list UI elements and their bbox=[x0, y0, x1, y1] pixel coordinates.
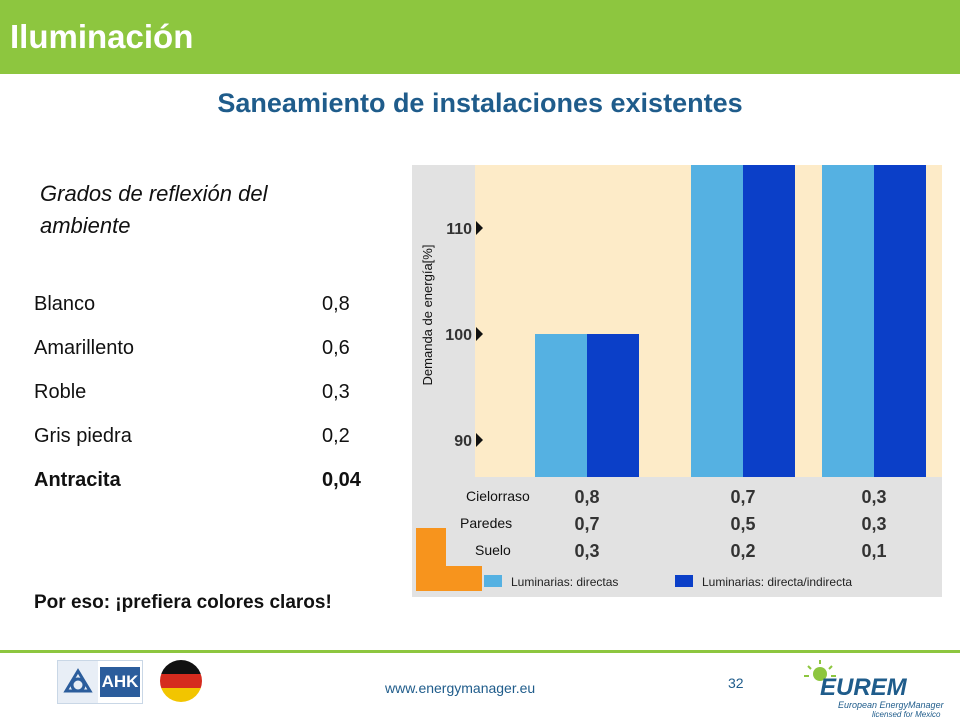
reflection-name: Antracita bbox=[34, 469, 121, 491]
header-title: Iluminación bbox=[10, 18, 194, 55]
chart-svg: 90100110120130140150Demanda de energía[%… bbox=[412, 0, 942, 597]
floor-shape bbox=[416, 528, 482, 591]
table-cell: 0,5 bbox=[730, 514, 755, 534]
footer-divider bbox=[0, 650, 960, 653]
reflection-subtitle: Grados de reflexión del ambiente bbox=[40, 181, 268, 238]
reflection-value: 0,8 bbox=[322, 293, 350, 315]
ahk-logo: AHK bbox=[57, 660, 143, 704]
energy-efficiency-germany-logo bbox=[160, 660, 202, 702]
bar bbox=[691, 132, 743, 477]
conclusion-text: Por eso: ¡prefiera colores claros! bbox=[34, 592, 332, 613]
y-tick-arrow bbox=[476, 327, 483, 341]
eurem-sun-icon bbox=[804, 660, 836, 681]
y-tick-label: 100 bbox=[445, 327, 472, 344]
y-tick-arrow bbox=[476, 433, 483, 447]
table-row-label: Suelo bbox=[475, 542, 511, 558]
reflection-value: 0,2 bbox=[322, 425, 350, 447]
reflection-value: 0,3 bbox=[322, 381, 350, 403]
legend-swatch bbox=[484, 575, 502, 587]
page-number: 32 bbox=[728, 675, 744, 691]
table-cell: 0,8 bbox=[574, 487, 599, 507]
ahk-logo-text: AHK bbox=[100, 667, 140, 697]
eurem-wordmark: EUREM bbox=[820, 674, 907, 701]
table-cell: 0,3 bbox=[861, 514, 886, 534]
y-tick-arrow bbox=[476, 221, 483, 235]
bar bbox=[743, 79, 795, 477]
header-bar: Iluminación bbox=[0, 0, 960, 74]
bar bbox=[822, 0, 874, 477]
y-tick-label: 110 bbox=[446, 221, 472, 238]
reflection-name: Roble bbox=[34, 381, 87, 403]
reflection-name: Amarillento bbox=[34, 337, 135, 359]
reflection-value: 0,04 bbox=[322, 469, 361, 491]
reflection-name: Blanco bbox=[34, 293, 96, 315]
table-cell: 0,2 bbox=[730, 541, 755, 561]
slide-title: Saneamiento de instalaciones existentes bbox=[217, 88, 743, 118]
table-cell: 0,3 bbox=[861, 487, 886, 507]
reflection-name: Gris piedra bbox=[34, 425, 132, 447]
bar bbox=[535, 334, 587, 477]
legend-label: Luminarias: directas bbox=[511, 575, 618, 589]
footer-url: www.energymanager.eu bbox=[385, 680, 536, 696]
table-cell: 0,7 bbox=[730, 487, 755, 507]
table-row-label: Paredes bbox=[460, 515, 512, 531]
table-cell: 0,1 bbox=[861, 541, 886, 561]
y-axis-label: Demanda de energía[%] bbox=[420, 245, 435, 386]
eurem-license: licensed for Mexico bbox=[872, 710, 941, 719]
bar bbox=[874, 0, 926, 478]
y-tick-label: 90 bbox=[454, 433, 472, 450]
legend-swatch bbox=[675, 575, 693, 587]
table-cell: 0,3 bbox=[574, 541, 599, 561]
legend-label: Luminarias: directa/indirecta bbox=[702, 575, 852, 589]
ahk-emblem-icon bbox=[58, 661, 98, 703]
eurem-tagline: European EnergyManager bbox=[838, 700, 944, 710]
table-row-label: Cielorraso bbox=[466, 488, 530, 504]
bar bbox=[587, 334, 639, 477]
reflection-value: 0,6 bbox=[322, 337, 350, 359]
eurem-logo: EUREM European EnergyManager licensed fo… bbox=[800, 660, 945, 719]
table-cell: 0,7 bbox=[574, 514, 599, 534]
energy-demand-chart: 90100110120130140150Demanda de energía[%… bbox=[412, 0, 942, 597]
